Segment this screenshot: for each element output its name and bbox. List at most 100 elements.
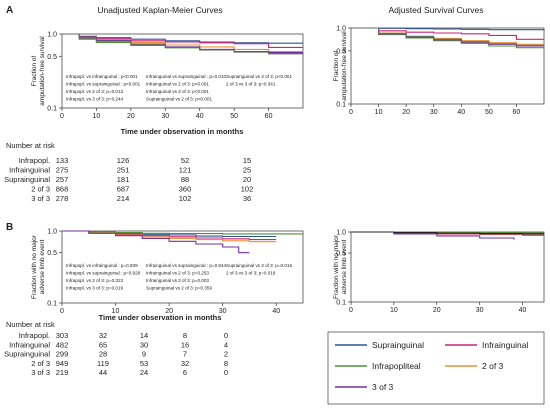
chart-b-at-risk-value-infrainguinal-2: 30: [140, 340, 148, 349]
chart-a-title: Unadjusted Kaplan-Meier Curves: [97, 5, 222, 15]
chart-0-ytick-label-1-0: 1.0: [47, 32, 57, 39]
chart-a-at-risk-label-suprainguinal: Suprainguinal: [4, 175, 50, 184]
chart-1-line-infrainguinal: [351, 27, 544, 40]
chart-2-annotation-8: Infrapopl. vs 3 of 3: p=0.019: [66, 286, 124, 291]
chart-1-xtick-label-40: 40: [457, 109, 465, 116]
chart-a-at-risk-label-infrainguinal: Infrainguinal: [9, 166, 50, 175]
chart-1-xtick-label-60: 60: [513, 109, 521, 116]
chart-a-xlabel: Time under observation in months: [121, 127, 244, 136]
chart-2-annotation-5: 2 of 3 vs 3 of 3: p=0.018: [226, 271, 276, 276]
chart-b-at-risk-header: Number at risk: [6, 320, 55, 329]
chart-1-xtick-label-0: 0: [349, 109, 353, 116]
chart-a-at-risk-value-3-of-3-0: 278: [56, 194, 69, 203]
chart-a-at-risk-table: Number at risk Infrapopl. 133 126 52 15 Infrai…: [4, 141, 253, 203]
chart-0-annotation-6: Infrapopl. vs 2 of 3: p=0.013: [66, 89, 124, 94]
chart-b-at-risk-value-infrapopl-2: 14: [140, 331, 148, 340]
chart-2-annotation-1: Infrainguinal vs suprainguinal : p=0.944: [146, 263, 227, 268]
chart-3-xtick-label-40: 40: [519, 307, 527, 314]
chart-3-ylabel-line-0: Fraction with no major: [333, 234, 340, 299]
chart-0-annotation-5: 2 of 3 vs 3 of 3: p=0.341: [226, 82, 276, 87]
chart-0-annotation-0: Infrapopl. vs infrainguinal : p<0.001: [66, 74, 138, 79]
chart-b-at-risk-value-infrainguinal-3: 16: [181, 340, 189, 349]
chart-3-xtick-label-30: 30: [476, 307, 484, 314]
chart-0-annotation-1: Infrainguinal vs suprainguinal : p=0.010: [146, 74, 227, 79]
chart-a-at-risk-header: Number at risk: [6, 141, 55, 150]
chart-b-at-risk-label-infrainguinal: Infrainguinal: [9, 340, 50, 349]
chart-0-annotation-3: Infrapopl. vs suprainguinal : p<0.001: [66, 82, 141, 87]
chart-0-frame: [61, 33, 304, 109]
chart-0-ytick-label-0-1: 0.1: [47, 106, 57, 113]
chart-b-at-risk-value-infrainguinal-1: 65: [99, 340, 107, 349]
chart-2-annotation-4: Infrainguinal vs 2 of 3: p=0.253: [146, 271, 209, 276]
chart-b-at-risk-label-suprainguinal: Suprainguinal: [4, 350, 50, 359]
legend-label-suprainguinal: Suprainguinal: [372, 340, 424, 350]
legend-label-3-of-3: 3 of 3: [372, 382, 394, 392]
chart-a-adjusted-plot: 1.0 0.5 0.10 10 20 30 40 50 60 Fraction of amputat…: [333, 26, 545, 116]
legend-label-2-of-3: 2 of 3: [482, 361, 504, 371]
chart-b-at-risk-value-3-of-3-3: 6: [183, 368, 187, 377]
chart-2-ylabel-line-0: Fraction with no major: [31, 234, 38, 299]
chart-1-xtick-label-30: 30: [430, 109, 438, 116]
chart-0-xtick-label-40: 40: [196, 113, 204, 120]
chart-b-at-risk-value-3-of-3-4: 0: [224, 368, 228, 377]
chart-0-xtick-label-10: 10: [93, 113, 101, 120]
chart-0-ylabel-line-1: amputation-free survival: [39, 36, 46, 106]
chart-2-annotation-2: Suprainguinal vs 3 of 3: p=0.016: [226, 263, 292, 268]
panel-label-a: A: [6, 5, 13, 16]
chart-a-at-risk-value-3-of-3-2: 102: [179, 194, 192, 203]
chart-a-at-risk-label-2-of-3: 2 of 3: [31, 185, 50, 194]
chart-3-line-series-5: [351, 231, 544, 235]
chart-2-ytick-label-0-5: 0.5: [47, 250, 57, 257]
chart-2-line-infrapopliteal: [62, 230, 303, 235]
chart-1-ytick-label-0-1: 0.1: [336, 102, 346, 109]
chart-b-plot: 1.0 0.5 0.10 10 20 30 40 Fraction with no major…: [31, 229, 304, 315]
legend-frame: [327, 331, 545, 405]
chart-0-xtick-label-60: 60: [265, 113, 273, 120]
chart-1-line-infrapopliteal: [351, 27, 544, 49]
chart-0-line-suprainguinal: [62, 33, 303, 44]
chart-0-ylabel-line-0: Fraction of: [31, 55, 38, 86]
chart-a-at-risk-value-suprainguinal-0: 257: [56, 175, 69, 184]
chart-1-ylabel-line-1: amputation-free survival: [341, 31, 348, 101]
chart-1-ytick-label-1-0: 1.0: [336, 26, 346, 33]
chart-a-at-risk-value-2-of-3-3: 102: [241, 185, 254, 194]
chart-b-at-risk-value-infrapopl-4: 0: [224, 331, 228, 340]
chart-b-at-risk-value-suprainguinal-4: 2: [224, 350, 228, 359]
chart-b-at-risk-value-infrapopl-1: 32: [99, 331, 107, 340]
chart-3-xtick-label-0: 0: [349, 307, 353, 314]
chart-a-at-risk-value-infrapopl-1: 126: [117, 156, 130, 165]
chart-b-at-risk-value-2-of-3-2: 53: [140, 359, 148, 368]
chart-b-at-risk-value-suprainguinal-1: 28: [99, 350, 107, 359]
chart-2-ytick-label-1-0: 1.0: [47, 229, 57, 236]
chart-b-at-risk-value-2-of-3-3: 32: [181, 359, 189, 368]
chart-b-at-risk-value-infrainguinal-4: 4: [224, 340, 228, 349]
chart-a-adjusted-title: Adjusted Survival Curves: [389, 5, 484, 15]
chart-3-ytick-label-0-1: 0.1: [336, 300, 346, 307]
chart-a-at-risk-value-2-of-3-2: 360: [179, 185, 192, 194]
chart-0-xtick-label-50: 50: [230, 113, 238, 120]
chart-0-annotation-2: Suprainguinal vs 3 of 3: p<0.001: [226, 74, 292, 79]
chart-1-ylabel-line-0: Fraction of: [333, 50, 340, 81]
chart-0-xtick-label-30: 30: [161, 113, 169, 120]
chart-1-xtick-label-20: 20: [402, 109, 410, 116]
chart-b-adjusted-plot: 1.0 0.5 0.10 10 20 30 40 Fraction with no major…: [333, 230, 545, 314]
chart-2-annotation-3: Infrapopl. vs suprainguinal : p=0.928: [66, 271, 141, 276]
chart-b-at-risk-value-infrapopl-3: 8: [183, 331, 187, 340]
chart-a-at-risk-value-infrainguinal-1: 251: [117, 166, 130, 175]
chart-3-xtick-label-20: 20: [433, 307, 441, 314]
chart-1-line-series-5: [351, 27, 544, 46]
chart-a-at-risk-value-infrainguinal-3: 25: [243, 166, 251, 175]
chart-a-at-risk-value-infrapopl-0: 133: [56, 156, 69, 165]
legend-label-infrapopliteal: Infrapopliteal: [372, 361, 421, 371]
chart-b-at-risk-value-infrainguinal-0: 482: [56, 340, 69, 349]
chart-b-at-risk-value-infrapopl-0: 303: [56, 331, 69, 340]
chart-1-frame: [350, 27, 545, 105]
chart-b-at-risk-value-2-of-3-1: 119: [97, 359, 109, 368]
chart-0-xtick-label-20: 20: [127, 113, 135, 120]
chart-2-xtick-label-10: 10: [112, 308, 120, 315]
chart-a-at-risk-label-infrapopl: Infrapopl.: [19, 156, 50, 165]
chart-3-ytick-label-1-0: 1.0: [336, 230, 346, 237]
chart-a-at-risk-value-suprainguinal-1: 181: [117, 175, 130, 184]
